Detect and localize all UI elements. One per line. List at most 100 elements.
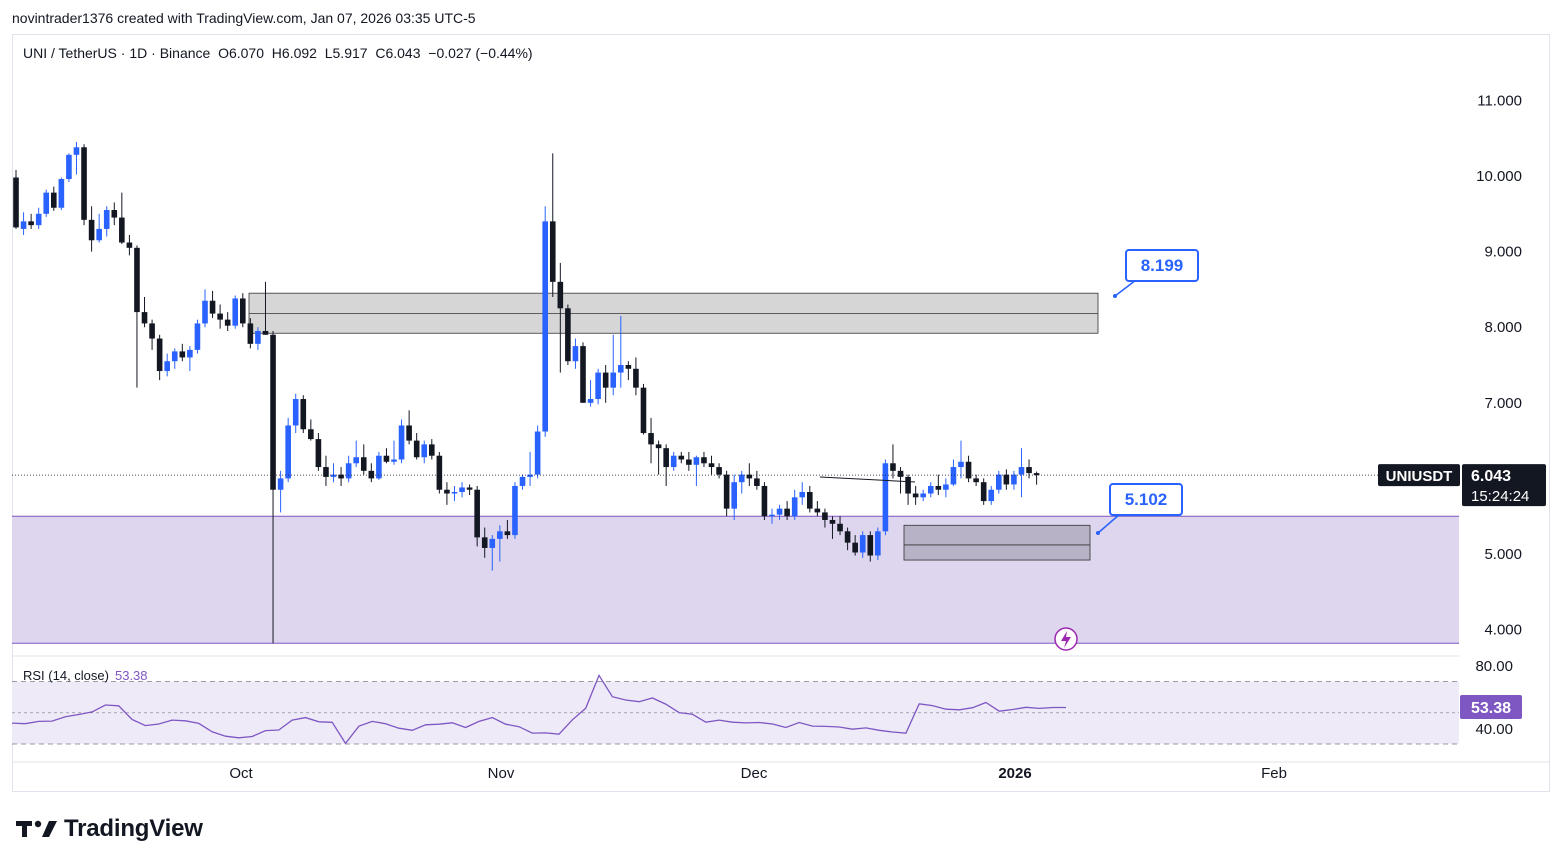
candle-body	[814, 508, 821, 513]
candle-body	[890, 463, 896, 471]
candle-body	[844, 531, 851, 543]
candle	[66, 153, 72, 183]
candle-body	[822, 512, 828, 520]
candle-body	[701, 457, 707, 464]
candle-body	[232, 298, 239, 326]
candle-body	[451, 492, 458, 494]
ohlc-open: O6.070	[218, 45, 265, 61]
candle	[602, 365, 609, 403]
candle-body	[723, 474, 730, 509]
candle	[255, 327, 261, 350]
candle	[670, 451, 677, 471]
candle-body	[988, 489, 995, 502]
alert-bolt-glyph	[1061, 631, 1071, 648]
candle	[678, 451, 685, 464]
price-tick-label: 11.000	[1477, 92, 1522, 109]
candle-body	[315, 439, 322, 468]
candle-body	[474, 489, 480, 538]
candle-body	[187, 349, 193, 358]
symbol-interval[interactable]: 1D	[129, 45, 148, 61]
candle-body	[1011, 474, 1017, 485]
candle	[1018, 448, 1025, 498]
candle-body	[406, 425, 412, 441]
candle-body	[330, 474, 337, 477]
candle	[927, 482, 934, 498]
candle	[686, 451, 692, 471]
candle	[610, 334, 617, 396]
candle	[111, 202, 118, 226]
candle-body	[920, 493, 926, 498]
rsi-badge-value: 53.38	[1471, 700, 1511, 717]
ohlc-low: L5.917	[324, 45, 368, 61]
candle-body	[927, 485, 934, 494]
candle	[580, 342, 586, 403]
candle	[980, 478, 987, 505]
candle	[444, 482, 450, 505]
candle-body	[996, 474, 1002, 490]
candle	[164, 353, 170, 377]
candle	[799, 482, 806, 505]
candle	[595, 368, 601, 405]
candle	[134, 245, 140, 388]
candle-body	[88, 219, 95, 241]
candle	[292, 393, 299, 434]
candles-layer	[13, 141, 1040, 644]
candle	[625, 361, 632, 381]
callout-lower-pointer	[1097, 513, 1121, 534]
candle	[391, 440, 397, 465]
tradingview-logo[interactable]: TradingView	[16, 815, 203, 843]
candle	[489, 535, 496, 571]
candle-body	[43, 192, 50, 214]
candle-body	[489, 538, 496, 548]
candle	[202, 289, 208, 328]
symbol-pair[interactable]: UNI / TetherUS	[23, 45, 117, 61]
rsi-tick-label: 80.00	[1475, 658, 1513, 675]
price-tick-label: 10.000	[1476, 168, 1522, 185]
candle-body	[1026, 467, 1032, 474]
callout-lower: 5.102	[1096, 483, 1183, 535]
candle-body	[247, 323, 254, 344]
time-label: Nov	[488, 765, 515, 782]
candle	[497, 525, 503, 562]
candle	[13, 169, 19, 229]
candle	[791, 489, 798, 520]
candle	[51, 186, 57, 211]
candle	[96, 213, 102, 243]
candle	[905, 474, 911, 505]
last-price-badge: UNIUSDT 6.043 15:24:24	[1378, 464, 1546, 507]
candle-body	[678, 455, 685, 460]
candle-body	[867, 535, 874, 556]
candle	[413, 433, 420, 460]
candle-body	[149, 323, 155, 339]
candle-body	[980, 482, 987, 502]
rsi-pane: 80.00 40.00 53.38	[11, 658, 1522, 745]
candle	[315, 433, 322, 471]
candle	[368, 463, 375, 483]
candle-body	[852, 542, 858, 553]
candle-body	[368, 470, 375, 479]
candle	[376, 451, 382, 480]
candle	[837, 516, 843, 536]
symbol-info: UNI / TetherUS · 1D · Binance O6.070 H6.…	[23, 45, 533, 61]
price-tick-label: 4.000	[1484, 622, 1522, 639]
rsi-legend[interactable]: RSI (14, close) 53.38	[23, 668, 148, 683]
rsi-value: 53.38	[114, 668, 148, 683]
candle	[217, 304, 223, 329]
candle-body	[875, 531, 881, 556]
candle-body	[429, 444, 435, 456]
candle	[285, 417, 291, 483]
candle-body	[837, 523, 843, 532]
candle	[920, 489, 926, 502]
price-tick-label: 8.000	[1484, 319, 1522, 336]
rsi-value-badge: 53.38	[1460, 695, 1522, 719]
candle	[126, 234, 133, 256]
rsi-title: RSI (14, close)	[23, 668, 109, 683]
candle	[141, 296, 148, 328]
candle	[549, 153, 556, 297]
alert-bolt-icon[interactable]	[1054, 627, 1078, 651]
last-price-value: 6.043	[1471, 468, 1511, 485]
time-label: Oct	[229, 765, 253, 782]
candle	[35, 207, 42, 229]
candle	[965, 455, 972, 483]
